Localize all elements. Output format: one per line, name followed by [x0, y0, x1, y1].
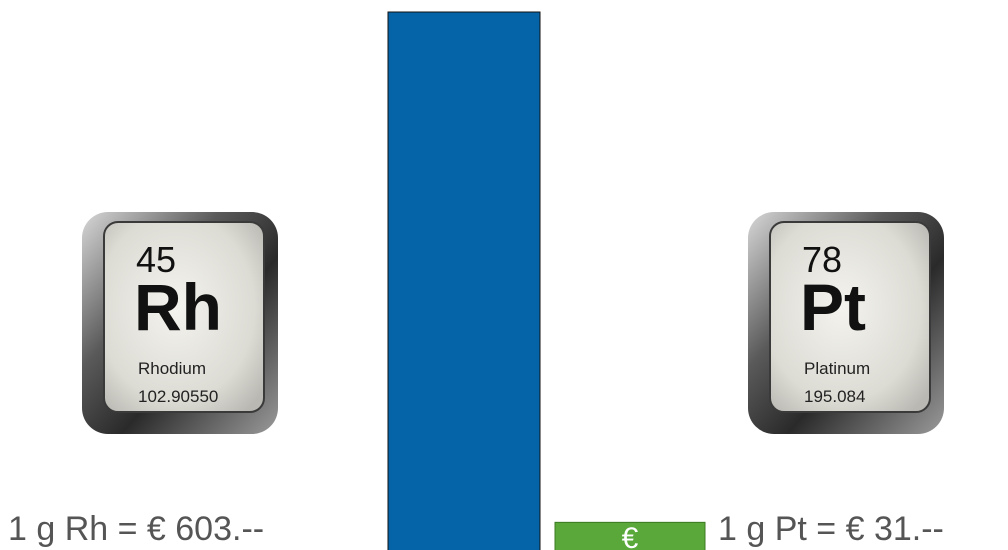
element-name: Platinum	[804, 359, 870, 378]
element-symbol: Pt	[800, 270, 866, 344]
bar	[388, 12, 540, 550]
element-symbol: Rh	[134, 270, 222, 344]
atomic-mass: 102.90550	[138, 387, 218, 406]
value-label: 1 g Rh = € 603.--	[8, 510, 264, 548]
atomic-mass: 195.084	[804, 387, 865, 406]
element-name: Rhodium	[138, 359, 206, 378]
value-label: 1 g Pt = € 31.--	[718, 510, 944, 548]
chart: 45RhRhodium102.9055078PtPlatinum195.0841…	[0, 0, 1008, 550]
bar-symbol: €	[622, 522, 639, 550]
